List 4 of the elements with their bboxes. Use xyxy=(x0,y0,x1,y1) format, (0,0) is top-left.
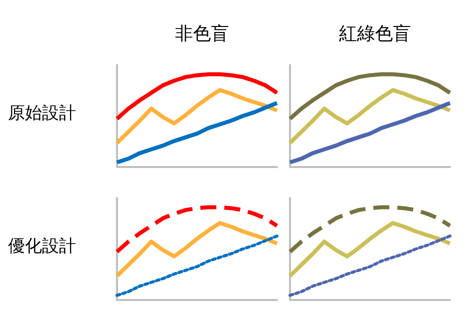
chart-title: 紅綠色盲 xyxy=(339,24,411,44)
y-axis-title: 原始設計 xyxy=(8,104,76,124)
y-axis-title: 優化設計 xyxy=(8,236,76,256)
chart-title: 非色盲 xyxy=(175,24,229,44)
